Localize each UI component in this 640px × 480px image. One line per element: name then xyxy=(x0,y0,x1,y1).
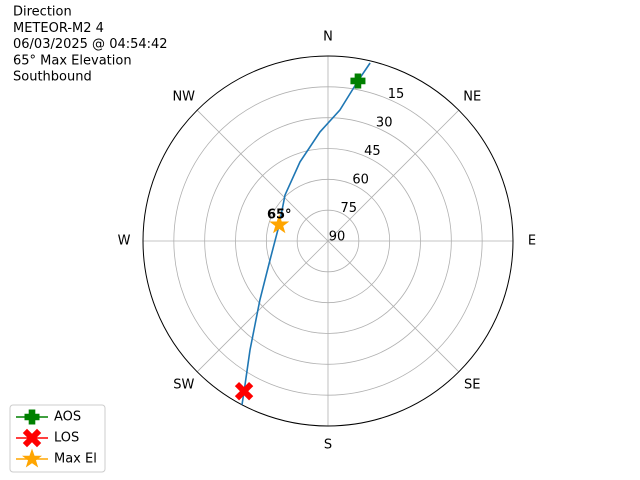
theta-tick-label: N xyxy=(323,30,333,45)
theta-tick-label: SW xyxy=(173,378,194,393)
title-line: 65° Max Elevation xyxy=(13,53,132,68)
r-tick-label: 60 xyxy=(352,173,369,188)
pass-marker xyxy=(269,214,290,234)
legend-label: AOS xyxy=(54,410,81,425)
legend-marker xyxy=(24,409,40,425)
r-tick-label: 15 xyxy=(388,87,405,102)
theta-tick-label: NW xyxy=(172,89,195,104)
pass-marker xyxy=(350,73,366,89)
theta-tick-label: W xyxy=(118,234,131,249)
legend-marker xyxy=(21,448,43,468)
r-tick-label: 45 xyxy=(364,144,381,159)
data-label: 65° xyxy=(267,207,292,222)
grid-spoke xyxy=(327,109,460,242)
title-line: 06/03/2025 @ 04:54:42 xyxy=(13,37,168,52)
theta-tick-label: SE xyxy=(464,378,480,393)
theta-tick-label: NE xyxy=(463,89,481,104)
title-line: Direction xyxy=(13,5,72,20)
r-tick-label: 30 xyxy=(376,116,393,131)
r-tick-label: 75 xyxy=(341,201,358,216)
grid-spoke xyxy=(196,109,329,242)
grid-spoke xyxy=(327,240,460,373)
legend-marker xyxy=(22,428,42,448)
track-line xyxy=(241,62,371,405)
title-line: Southbound xyxy=(13,70,92,85)
polar-frame xyxy=(142,55,514,427)
title-line: METEOR-M2 4 xyxy=(13,21,104,36)
grid-spoke xyxy=(196,240,329,373)
theta-tick-label: E xyxy=(528,234,536,249)
r-tick-label: 90 xyxy=(329,230,346,245)
legend-label: LOS xyxy=(54,431,79,446)
legend-label: Max El xyxy=(54,452,97,467)
theta-tick-label: S xyxy=(324,438,332,453)
pass-marker xyxy=(234,381,254,401)
